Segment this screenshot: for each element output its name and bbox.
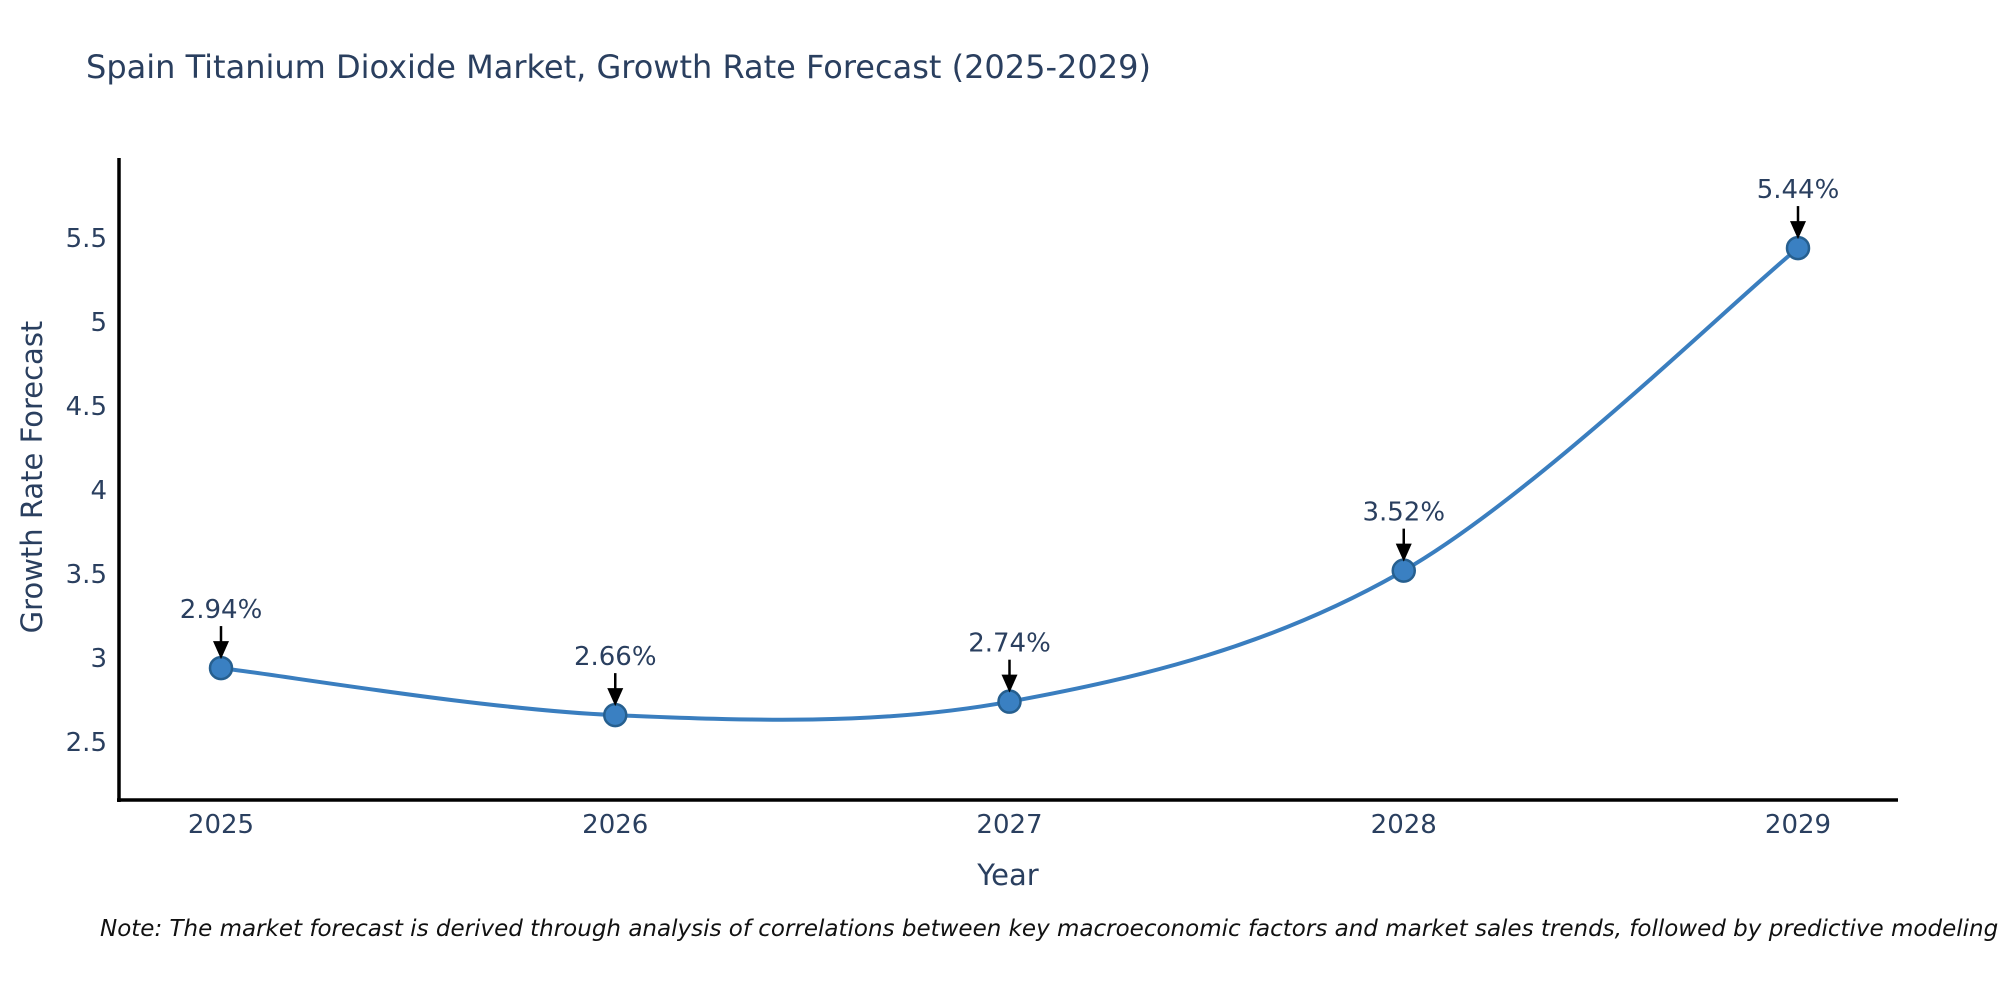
x-tick-label: 2028 — [1371, 810, 1437, 840]
chart-title: Spain Titanium Dioxide Market, Growth Ra… — [86, 48, 1151, 86]
annotation-arrowhead-icon — [1790, 221, 1806, 240]
data-point-marker — [997, 689, 1022, 714]
x-axis-title: Year — [977, 858, 1039, 892]
annotation-arrowhead-icon — [607, 688, 624, 707]
data-point-marker — [1391, 558, 1416, 583]
x-tick-label: 2027 — [976, 810, 1042, 840]
y-tick-label: 3 — [90, 644, 107, 674]
data-point-label: 2.94% — [180, 595, 263, 625]
data-point-marker — [1785, 235, 1811, 261]
y-tick-label: 5.5 — [66, 224, 107, 254]
data-point-label: 2.66% — [574, 642, 657, 672]
footnote: Note: The market forecast is derived thr… — [100, 916, 2000, 942]
data-point-marker — [208, 655, 234, 681]
y-tick-label: 5 — [90, 308, 107, 338]
x-tick-label: 2025 — [188, 810, 254, 840]
y-tick-label: 4 — [90, 476, 107, 506]
y-tick-label: 4.5 — [66, 392, 107, 422]
x-tick-label: 2026 — [582, 810, 648, 840]
y-tick-label: 3.5 — [66, 560, 107, 590]
data-point-label: 2.74% — [968, 629, 1051, 659]
forecast-line — [220, 246, 1800, 722]
y-tick-label: 2.5 — [66, 728, 107, 758]
data-point-label: 5.44% — [1757, 175, 1840, 205]
annotation-arrowhead-icon — [213, 641, 229, 660]
data-point-label: 3.52% — [1362, 498, 1445, 528]
annotation-arrowhead-icon — [1001, 674, 1018, 693]
data-point-marker — [603, 702, 628, 728]
annotation-arrowhead-icon — [1395, 543, 1412, 562]
x-tick-label: 2029 — [1765, 810, 1831, 840]
